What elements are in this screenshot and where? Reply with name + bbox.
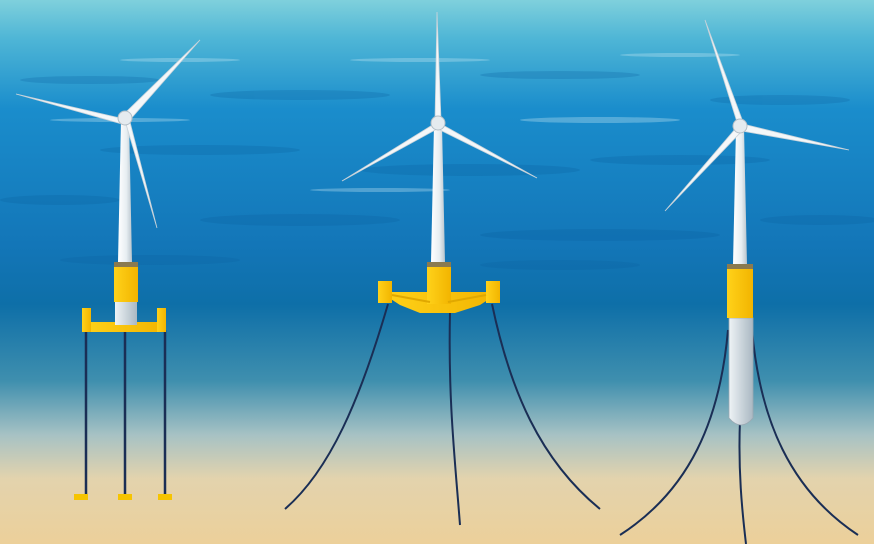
semi-sub-turbine xyxy=(284,11,601,526)
waves xyxy=(0,71,874,270)
spar-turbine xyxy=(619,19,859,544)
wave-highlights xyxy=(50,53,740,192)
tlp-turbine xyxy=(15,39,201,500)
